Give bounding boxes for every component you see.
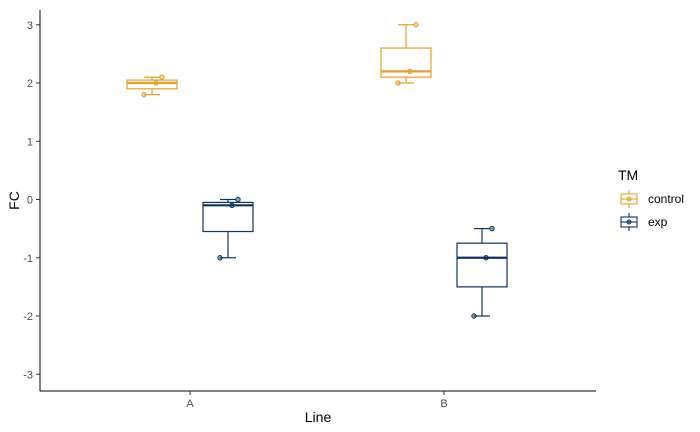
legend-title: TM <box>618 167 638 183</box>
y-tick-label: 3 <box>27 20 33 32</box>
y-tick-label: 2 <box>27 78 33 90</box>
legend-label-control: control <box>648 192 684 206</box>
data-point <box>471 313 477 319</box>
box-control-A <box>126 74 178 98</box>
data-point <box>483 255 489 261</box>
iqr-box <box>126 79 178 90</box>
legend-key-exp: exp <box>620 213 668 231</box>
y-tick-label: 1 <box>27 136 33 148</box>
legend-point <box>626 219 632 225</box>
data-point <box>395 80 401 86</box>
axes: FC Line -3 -2 -1 0 1 2 3 A B <box>6 10 596 425</box>
legend-key-control: control <box>620 190 684 208</box>
y-tick-label: -1 <box>23 253 33 265</box>
data-point <box>153 80 159 86</box>
legend: TM control exp <box>618 167 684 231</box>
data-point <box>407 68 413 75</box>
legend-point <box>626 196 632 202</box>
data-point <box>229 202 235 209</box>
iqr-box <box>202 201 254 233</box>
box-exp-A <box>202 196 254 261</box>
iqr-box <box>380 47 432 78</box>
box-exp-B <box>456 225 508 319</box>
data-point <box>159 74 165 80</box>
box-control-B <box>380 22 432 86</box>
x-tick-label: B <box>440 398 447 410</box>
y-tick-label: -3 <box>23 369 33 381</box>
y-axis-title: FC <box>6 191 22 210</box>
x-axis-title: Line <box>305 409 332 425</box>
iqr-box <box>456 242 508 288</box>
data-point <box>141 91 147 98</box>
y-tick-label: -2 <box>23 311 33 323</box>
data-point <box>413 22 419 28</box>
x-tick-label: A <box>186 398 194 410</box>
legend-label-exp: exp <box>648 215 668 229</box>
data-point <box>217 255 223 261</box>
data-point <box>489 225 495 232</box>
y-tick-label: 0 <box>27 195 33 207</box>
plot-area <box>126 22 508 319</box>
data-point <box>235 196 241 203</box>
